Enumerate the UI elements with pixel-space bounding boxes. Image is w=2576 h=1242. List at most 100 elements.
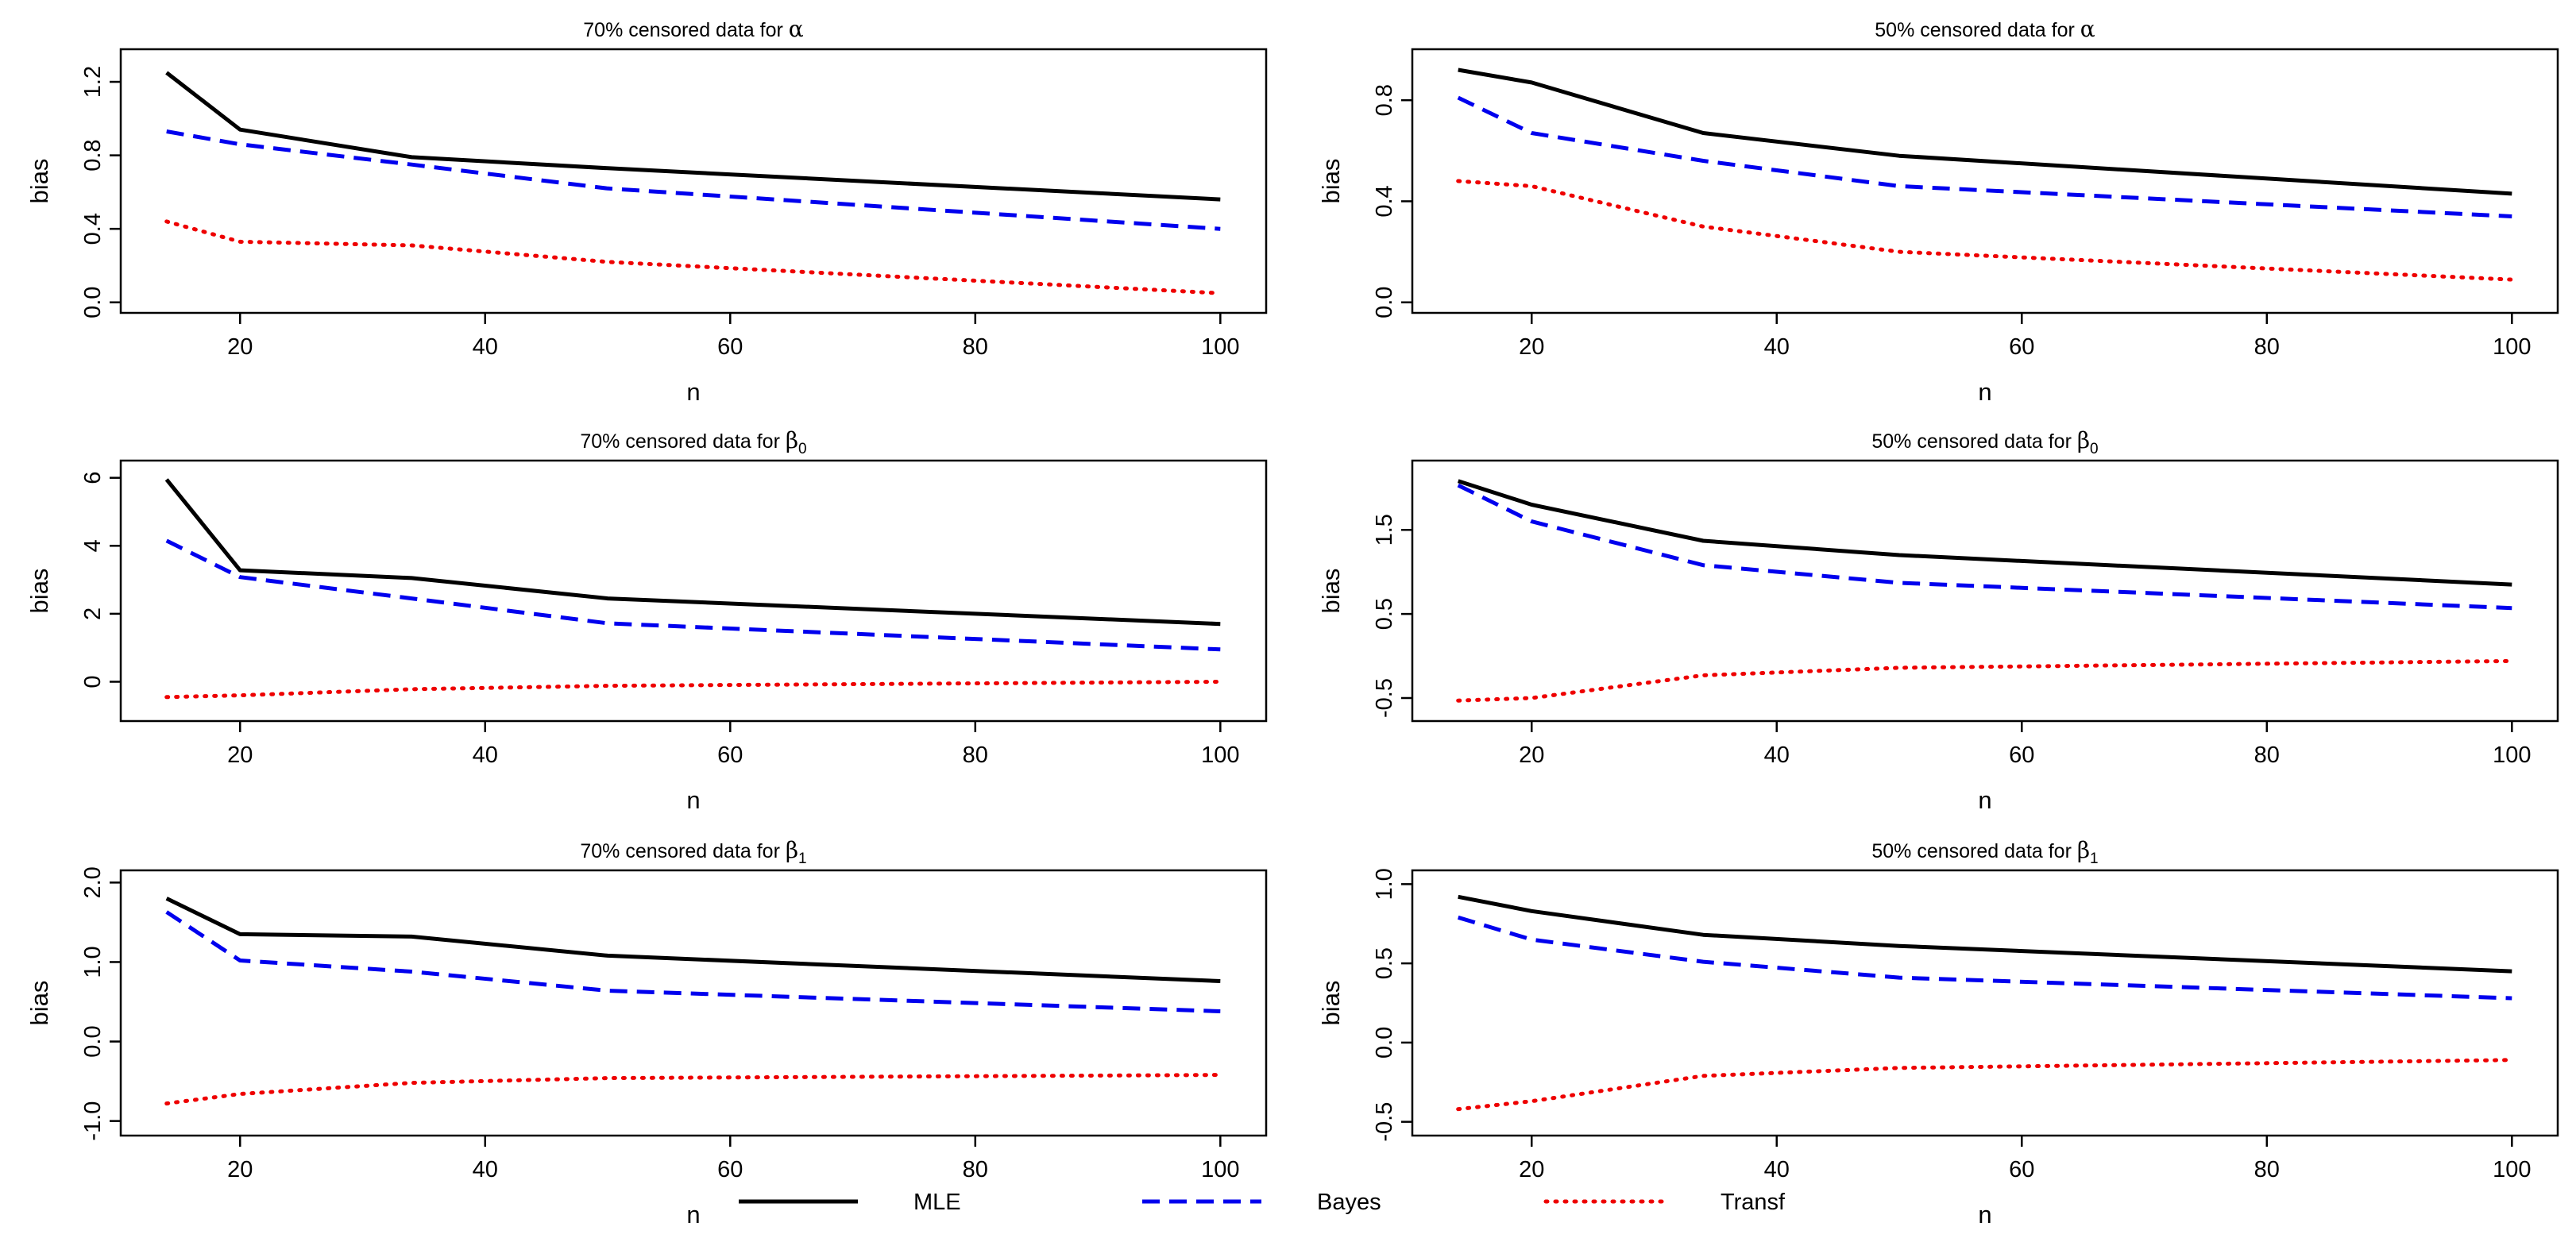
panel-title: 50% censored data for α (1875, 16, 2095, 42)
y-tick-label: 0 (80, 675, 106, 688)
y-tick-label: 0.0 (1372, 287, 1397, 318)
y-tick-label: -1.0 (80, 1101, 106, 1141)
x-tick-label: 80 (963, 1157, 988, 1182)
panel-title: 70% censored data for α (583, 16, 804, 42)
x-tick-label: 60 (717, 742, 743, 768)
plot-frame (119, 459, 1268, 723)
series-line-mle (165, 897, 1221, 983)
y-tick-label: 1.0 (80, 946, 106, 978)
x-axis-label: n (686, 1201, 700, 1228)
x-axis-label: n (1978, 378, 1991, 406)
panel-6: 50% censored data for β1 20 40 60 80 100 n -0.5… (1317, 837, 2559, 1228)
series-line-bayes (1457, 483, 2512, 611)
x-tick-label: 60 (2009, 334, 2034, 360)
y-axis-label: bias (1317, 981, 1345, 1026)
y-tick-label: 0.5 (1372, 947, 1397, 979)
x-tick-label: 40 (1764, 742, 1790, 768)
legend-label-transf: Transf (1721, 1190, 1786, 1215)
x-tick-label: 80 (963, 334, 988, 360)
plot-frame (119, 48, 1268, 314)
series-line-transf (1456, 179, 2514, 282)
y-tick-label: -0.5 (1372, 1102, 1397, 1142)
x-tick-label: 20 (227, 1157, 253, 1182)
panel-title-symbol: α (2080, 16, 2095, 42)
y-tick-label: 4 (80, 539, 106, 552)
panel-title-symbol: β (786, 427, 798, 453)
y-tick-label: 0.8 (1372, 84, 1397, 116)
plot-frame (119, 869, 1268, 1137)
series-line-transf (164, 219, 1222, 295)
series-line-transf (1456, 1058, 2514, 1112)
y-tick-label: 0.8 (80, 139, 106, 171)
series-line-transf (164, 680, 1222, 700)
x-tick-label: 100 (1201, 742, 1239, 768)
x-axis-label: n (1978, 786, 1991, 814)
legend-label-mle: MLE (913, 1190, 961, 1215)
x-tick-label: 60 (2009, 1157, 2034, 1182)
y-tick-label: 0.4 (1372, 185, 1397, 217)
x-tick-label: 20 (1519, 742, 1544, 768)
series-line-bayes (165, 910, 1221, 1013)
x-tick-label: 100 (2493, 1157, 2531, 1182)
x-axis-label: n (1978, 1201, 1991, 1228)
legend-label-bayes: Bayes (1317, 1190, 1381, 1215)
x-tick-label: 100 (1201, 334, 1239, 360)
y-tick-label: 0.0 (80, 1025, 106, 1057)
y-tick-label: 2.0 (80, 866, 106, 898)
series-line-mle (164, 478, 1221, 627)
y-axis-label: bias (25, 159, 53, 204)
y-tick-label: 2 (80, 608, 106, 620)
x-tick-label: 80 (2254, 1157, 2280, 1182)
series-line-mle (1458, 894, 2512, 974)
panel-4: 50% censored data for β0 20 40 60 80 100 n -0.5… (1317, 427, 2559, 814)
x-tick-label: 40 (1764, 1157, 1790, 1182)
series-line-bayes (1457, 915, 2512, 1001)
panel-title-text: 50% censored data for (1871, 430, 2077, 453)
x-tick-label: 40 (473, 1157, 498, 1182)
x-tick-label: 60 (2009, 742, 2034, 768)
series-line-mle (165, 71, 1221, 202)
y-tick-label: 0.0 (1372, 1027, 1397, 1059)
x-axis-label: n (686, 786, 700, 814)
y-tick-label: 0.5 (1372, 598, 1397, 630)
x-tick-label: 20 (1519, 334, 1544, 360)
y-tick-label: -0.5 (1372, 678, 1397, 718)
series-line-mle (1458, 68, 2512, 196)
legend: MLE Bayes Transf (739, 1190, 1786, 1215)
x-tick-label: 100 (1201, 1157, 1239, 1182)
plot-frame (1411, 869, 2559, 1137)
x-tick-label: 100 (2493, 334, 2531, 360)
plot-frame (1411, 48, 2559, 314)
panel-title-subscript: 0 (2090, 441, 2099, 457)
y-axis-label: bias (1317, 569, 1345, 614)
panel-title-text: 50% censored data for (1875, 19, 2080, 41)
y-tick-label: 1.0 (1372, 868, 1397, 900)
x-tick-label: 60 (717, 334, 743, 360)
panel-title-subscript: 1 (798, 850, 807, 867)
series-line-bayes (166, 129, 1221, 231)
panel-title-symbol: β (2077, 837, 2090, 863)
series-line-transf (1456, 658, 2514, 703)
y-axis-label: bias (25, 569, 53, 614)
panel-title-text: 70% censored data for (580, 840, 786, 862)
panel-title: 50% censored data for β1 (1871, 837, 2098, 867)
x-tick-label: 60 (717, 1157, 743, 1182)
x-tick-label: 80 (963, 742, 988, 768)
plot-frame (1411, 459, 2559, 723)
panel-5: 70% censored data for β1 20 40 60 80 100 n -1.0… (25, 837, 1268, 1228)
x-axis-label: n (686, 378, 700, 406)
series-line-mle (1457, 479, 2512, 587)
y-axis-label: bias (1317, 159, 1345, 204)
panel-2: 50% censored data for α 20 40 60 80 100 n 0.0 0.… (1317, 16, 2559, 406)
x-tick-label: 100 (2493, 742, 2531, 768)
x-tick-label: 80 (2254, 742, 2280, 768)
series-line-bayes (165, 538, 1221, 652)
x-tick-label: 40 (473, 742, 498, 768)
panel-title: 70% censored data for β0 (580, 427, 806, 457)
panel-1: 70% censored data for α 20 40 60 80 100 n 0.0 0.… (25, 16, 1268, 406)
panels: 70% censored data for α20 40 60 80 100n0.00.… (25, 16, 2559, 1228)
x-tick-label: 20 (1519, 1157, 1544, 1182)
panel-title-text: 70% censored data for (583, 19, 789, 41)
